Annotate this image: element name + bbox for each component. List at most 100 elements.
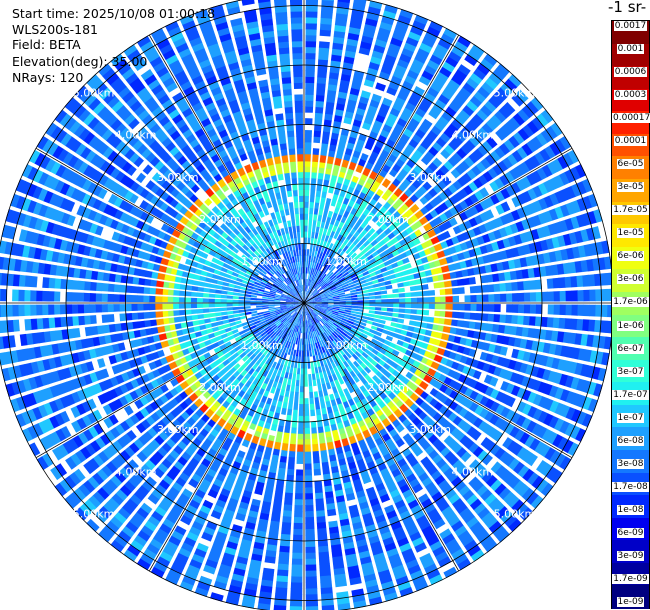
ray-bin	[318, 390, 324, 398]
ray-bin	[512, 112, 526, 126]
ray-bin	[414, 321, 422, 328]
ray-bin	[447, 78, 461, 91]
ray-bin	[346, 278, 354, 284]
ray-bin	[232, 299, 239, 303]
ray-bin	[304, 362, 308, 369]
ray-bin	[290, 433, 297, 440]
ray-bin	[541, 164, 553, 178]
ray-bin	[71, 304, 79, 314]
ray-bin	[439, 132, 451, 143]
ray-bin	[308, 255, 312, 262]
ray-bin	[308, 279, 312, 286]
ray-bin	[335, 200, 342, 209]
ray-bin	[190, 303, 198, 309]
ray-bin	[343, 238, 350, 245]
ray-bin	[386, 86, 398, 96]
ray-bin	[558, 317, 566, 329]
ray-bin	[351, 303, 358, 306]
ray-bin	[325, 277, 331, 283]
ray-bin	[559, 172, 570, 186]
ray-bin	[576, 318, 584, 331]
ray-bin	[426, 26, 441, 38]
ray-bin	[309, 350, 313, 357]
ray-bin	[304, 356, 307, 363]
ray-bin	[71, 292, 79, 302]
ray-bin	[368, 310, 376, 314]
ray-bin	[527, 188, 538, 200]
ray-bin	[519, 338, 528, 349]
ray-bin	[516, 193, 527, 205]
ray-bin	[402, 178, 412, 188]
ray-bin	[320, 293, 327, 297]
ray-bin	[545, 329, 553, 341]
ray-bin	[209, 283, 217, 289]
ray-bin	[396, 117, 408, 128]
ray-bin	[322, 266, 327, 273]
ray-bin	[233, 284, 241, 290]
ray-bin	[359, 244, 366, 251]
ray-bin	[321, 298, 328, 301]
ray-bin	[582, 319, 590, 332]
ray-bin	[479, 245, 488, 255]
ray-bin	[394, 122, 405, 133]
ray-bin	[320, 402, 326, 410]
ray-bin	[400, 203, 409, 212]
ray-bin	[404, 292, 412, 298]
ray-bin	[292, 546, 303, 554]
ray-bin	[304, 153, 311, 162]
ray-bin	[456, 147, 468, 159]
ray-bin	[339, 277, 346, 282]
ray-bin	[304, 136, 312, 143]
ray-bin	[350, 289, 357, 293]
ray-bin	[290, 582, 303, 589]
ray-bin	[420, 256, 429, 264]
ray-bin	[137, 295, 144, 303]
ray-bin	[347, 186, 355, 194]
ray-bin	[526, 101, 539, 115]
ray-bin	[347, 281, 355, 286]
ray-bin	[438, 191, 449, 201]
ray-bin	[338, 290, 345, 294]
ray-bin	[355, 183, 363, 192]
ray-bin	[405, 143, 416, 154]
ray-bin	[305, 284, 307, 292]
ray-bin	[353, 223, 360, 231]
ray-bin	[459, 200, 469, 210]
ray-bin	[430, 236, 440, 245]
ray-bin	[327, 305, 334, 308]
ray-bin	[338, 221, 345, 229]
ray-bin	[41, 290, 49, 302]
ray-bin	[172, 310, 180, 316]
ray-bin	[375, 174, 385, 184]
ray-bin	[571, 200, 582, 214]
ray-bin	[453, 336, 462, 344]
ray-bin	[305, 481, 313, 488]
ray-bin	[534, 151, 546, 165]
ray-bin	[311, 161, 318, 168]
ray-bin	[473, 177, 484, 189]
ray-bin	[77, 280, 85, 291]
ray-bin	[319, 227, 324, 234]
ray-bin	[566, 247, 575, 260]
ray-bin	[305, 28, 317, 36]
ray-bin	[315, 403, 321, 410]
ray-bin	[511, 281, 519, 291]
ray-bin	[203, 287, 210, 293]
ray-bin	[329, 180, 336, 188]
ray-bin	[323, 253, 329, 261]
ray-bin	[337, 91, 348, 100]
ray-bin	[143, 312, 151, 319]
ray-bin	[496, 262, 505, 272]
ray-bin	[291, 576, 303, 584]
ray-bin	[330, 174, 338, 183]
ray-bin	[290, 361, 295, 368]
ray-bin	[304, 301, 311, 303]
ray-bin	[522, 244, 532, 255]
ray-bin	[439, 310, 446, 317]
ray-bin	[375, 82, 386, 92]
ray-bin	[332, 225, 338, 233]
ray-bin	[521, 327, 530, 338]
ray-bin	[292, 409, 298, 417]
ray-bin	[511, 348, 520, 359]
ray-bin	[476, 341, 485, 350]
